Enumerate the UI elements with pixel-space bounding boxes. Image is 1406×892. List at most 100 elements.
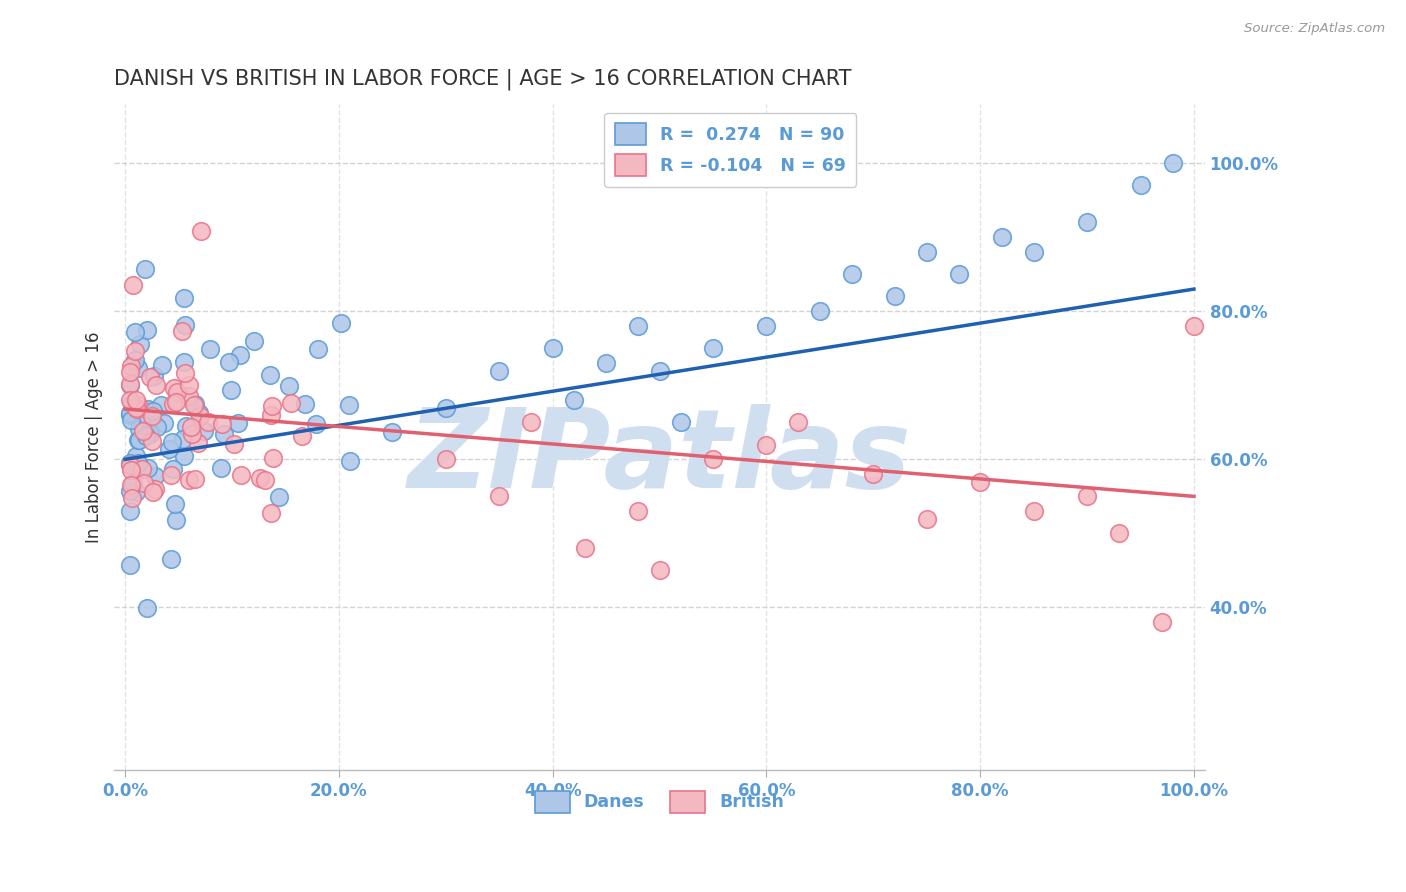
Point (179, 473, 201, 487)
Point (132, 424, 155, 438)
Point (120, 478, 142, 492)
Point (141, 409, 163, 424)
Point (125, 392, 148, 407)
Point (127, 398, 149, 412)
Point (174, 367, 197, 381)
Point (787, 415, 810, 429)
Point (160, 552, 183, 566)
Point (915, 511, 938, 525)
Point (260, 399, 283, 413)
Point (173, 291, 195, 305)
Point (337, 398, 360, 412)
Point (188, 406, 211, 420)
Point (595, 356, 617, 370)
Point (179, 378, 201, 392)
Point (165, 497, 187, 511)
Point (157, 442, 180, 457)
Point (138, 425, 160, 439)
Point (260, 408, 283, 422)
Point (187, 436, 209, 450)
Point (134, 262, 156, 277)
Point (969, 475, 991, 489)
Point (128, 433, 150, 447)
Point (291, 429, 314, 443)
Point (339, 454, 361, 468)
Point (160, 467, 183, 482)
Point (134, 407, 156, 421)
Point (120, 377, 142, 392)
Point (120, 504, 142, 518)
Point (541, 341, 564, 355)
Point (222, 437, 245, 451)
Point (122, 476, 145, 491)
Point (120, 558, 142, 573)
Point (267, 490, 290, 504)
Text: ZIPatlas: ZIPatlas (408, 404, 911, 510)
Point (120, 456, 142, 470)
Point (1022, 504, 1045, 518)
Point (702, 341, 724, 355)
Point (120, 413, 142, 427)
Point (574, 541, 596, 556)
Point (121, 491, 143, 505)
Point (150, 358, 173, 372)
Point (145, 378, 167, 392)
Point (294, 397, 316, 411)
Point (193, 424, 215, 438)
Point (120, 365, 142, 379)
Point (131, 462, 153, 476)
Point (1022, 245, 1045, 260)
Point (127, 361, 149, 376)
Point (648, 363, 671, 377)
Point (184, 472, 207, 486)
Point (990, 230, 1012, 244)
Text: DANISH VS BRITISH IN LABOR FORCE | AGE > 16 CORRELATION CHART: DANISH VS BRITISH IN LABOR FORCE | AGE >… (114, 69, 852, 90)
Point (488, 489, 510, 503)
Point (1182, 319, 1205, 334)
Point (120, 392, 142, 407)
Point (172, 324, 194, 338)
Point (129, 337, 152, 351)
Point (862, 467, 884, 482)
Point (153, 416, 176, 430)
Point (808, 304, 831, 318)
Point (172, 432, 194, 446)
Point (165, 513, 187, 527)
Point (134, 475, 156, 490)
Point (165, 395, 187, 409)
Point (142, 404, 165, 418)
Point (173, 449, 195, 463)
Point (124, 344, 146, 359)
Point (180, 420, 202, 434)
Point (139, 426, 162, 441)
Point (228, 348, 250, 362)
Point (307, 342, 329, 356)
Point (120, 458, 142, 473)
Point (520, 415, 543, 429)
Point (1108, 526, 1130, 541)
Point (915, 245, 938, 260)
Point (174, 418, 197, 433)
Point (212, 426, 235, 441)
Y-axis label: In Labor Force | Age > 16: In Labor Force | Age > 16 (86, 332, 103, 543)
Point (127, 456, 149, 470)
Point (1150, 615, 1173, 630)
Point (120, 359, 142, 374)
Point (125, 450, 148, 464)
Point (226, 416, 249, 430)
Point (1076, 215, 1098, 229)
Point (190, 224, 212, 238)
Point (669, 415, 692, 429)
Point (755, 437, 778, 451)
Point (120, 376, 142, 391)
Point (197, 415, 219, 429)
Point (128, 422, 150, 436)
Point (143, 469, 166, 483)
Point (209, 460, 232, 475)
Point (136, 324, 159, 338)
Point (198, 342, 221, 356)
Point (120, 463, 142, 477)
Point (434, 401, 457, 415)
Point (173, 354, 195, 368)
Point (211, 417, 233, 431)
